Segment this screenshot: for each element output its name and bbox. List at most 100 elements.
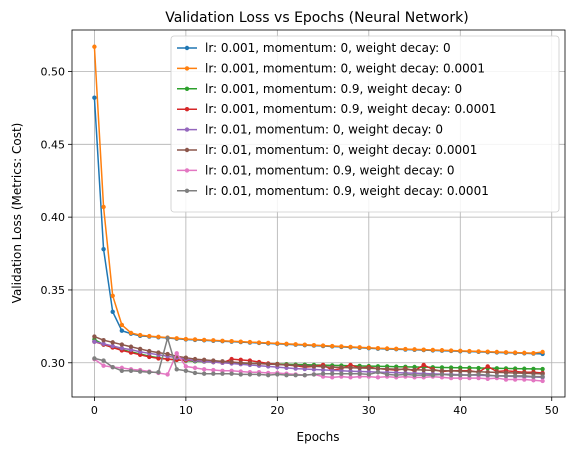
y-tick-label: 0.30 (41, 357, 66, 370)
data-point (503, 370, 509, 375)
data-point (192, 356, 198, 362)
data-point (439, 368, 445, 373)
data-point (494, 366, 500, 371)
data-point (165, 335, 170, 341)
data-point (156, 334, 161, 340)
data-point (503, 373, 509, 379)
data-point (311, 372, 317, 377)
data-point (201, 371, 207, 376)
data-point (311, 367, 317, 372)
data-point (531, 350, 536, 356)
data-point (265, 340, 271, 346)
data-point (394, 372, 399, 378)
data-point (201, 337, 207, 343)
legend-swatch-marker (184, 168, 190, 173)
data-point (494, 370, 500, 375)
data-point (485, 364, 490, 369)
data-point (119, 346, 125, 351)
data-point (110, 309, 115, 315)
data-point (366, 345, 372, 350)
data-point (339, 365, 344, 370)
y-axis: 0.30 0.35 0.40 0.45 0.50 (41, 66, 72, 370)
legend-swatch-marker (184, 147, 190, 153)
data-point (156, 356, 161, 361)
data-point (220, 371, 225, 376)
data-point (485, 349, 490, 354)
data-point (348, 365, 353, 370)
data-point (110, 293, 115, 298)
data-point (320, 343, 326, 348)
data-point (256, 340, 262, 345)
data-point (165, 351, 170, 357)
data-point (540, 366, 545, 372)
data-point (156, 350, 161, 355)
data-point (375, 375, 381, 380)
data-point (92, 339, 97, 344)
data-point (293, 342, 298, 347)
legend-entry: lr: 0.01, momentum: 0.9, weight decay: 0… (177, 184, 489, 198)
data-point (293, 366, 298, 371)
y-tick-label: 0.35 (41, 284, 66, 297)
legend-swatch-marker (184, 107, 190, 112)
data-point (174, 336, 179, 341)
data-point (330, 375, 335, 380)
data-point (421, 362, 426, 368)
data-point (101, 338, 106, 343)
legend-label: lr: 0.01, momentum: 0.9, weight decay: 0… (205, 184, 489, 198)
legend-entry: lr: 0.001, momentum: 0.9, weight decay: … (177, 82, 462, 96)
x-tick-label: 0 (91, 404, 98, 417)
data-point (101, 246, 106, 252)
data-point (284, 372, 289, 378)
data-point (229, 359, 234, 365)
data-point (476, 375, 481, 381)
data-point (101, 358, 106, 363)
data-point (357, 345, 362, 350)
data-point (275, 372, 280, 377)
data-point (211, 358, 216, 363)
data-point (357, 365, 362, 371)
data-point (366, 366, 372, 371)
data-point (119, 368, 125, 373)
data-point (92, 334, 97, 339)
data-point (430, 372, 436, 378)
data-point (211, 367, 216, 373)
data-point (412, 372, 417, 378)
data-point (522, 377, 527, 382)
data-point (458, 365, 463, 370)
data-point (174, 367, 179, 372)
legend-swatch-marker (184, 66, 190, 71)
data-point (384, 346, 390, 351)
data-point (531, 366, 536, 372)
legend-label: lr: 0.001, momentum: 0.9, weight decay: … (205, 102, 496, 116)
legend-entry: lr: 0.001, momentum: 0, weight decay: 0.… (177, 61, 485, 75)
chart-title: Validation Loss vs Epochs (Neural Networ… (165, 10, 468, 26)
data-point (247, 339, 253, 345)
data-point (485, 372, 490, 378)
legend-swatch-marker (184, 45, 190, 51)
x-axis: 0 10 20 30 40 50 (91, 397, 559, 417)
data-point (284, 362, 289, 368)
data-point (522, 350, 527, 356)
data-point (458, 369, 463, 374)
data-point (101, 341, 106, 347)
data-point (247, 372, 253, 377)
data-point (119, 322, 125, 328)
series-8 (92, 335, 545, 379)
data-point (430, 347, 436, 353)
data-point (137, 369, 143, 374)
data-point (339, 371, 344, 376)
data-point (439, 372, 445, 377)
data-point (503, 377, 509, 382)
data-point (229, 339, 234, 344)
data-point (467, 372, 472, 378)
data-point (540, 378, 545, 384)
data-point (302, 372, 307, 378)
axes-frame (71, 29, 566, 398)
data-point (512, 350, 518, 355)
data-point (458, 348, 463, 354)
data-point (403, 372, 408, 377)
data-point (92, 95, 97, 100)
data-point (320, 367, 326, 373)
data-point (403, 346, 408, 352)
